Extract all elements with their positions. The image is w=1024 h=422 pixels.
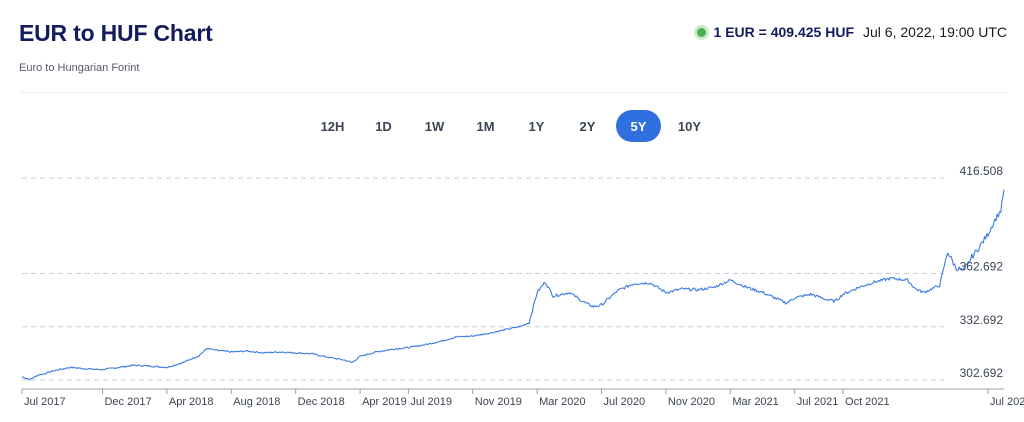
- rate-value: 1 EUR = 409.425 HUF: [713, 24, 855, 40]
- y-tick-label: 302.692: [960, 366, 1004, 380]
- x-tick-label: Oct 2021: [845, 396, 890, 408]
- series-line-eur-huf: [21, 189, 1005, 381]
- x-tick-label: Jul 2022: [990, 396, 1024, 408]
- range-button-5y[interactable]: 5Y: [616, 110, 661, 142]
- x-tick-label: Apr 2019: [362, 396, 407, 408]
- x-tick-label: Mar 2020: [539, 396, 585, 408]
- x-tick-label: Jul 2021: [797, 396, 839, 408]
- x-tick-label: Mar 2021: [732, 396, 778, 408]
- range-button-1y[interactable]: 1Y: [514, 110, 559, 142]
- range-button-10y[interactable]: 10Y: [667, 110, 712, 142]
- range-button-1w[interactable]: 1W: [412, 110, 457, 142]
- x-tick-label: Jul 2017: [24, 396, 66, 408]
- range-button-2y[interactable]: 2Y: [565, 110, 610, 142]
- range-button-1d[interactable]: 1D: [361, 110, 406, 142]
- live-status-dot-icon: [696, 27, 706, 37]
- x-tick-label: Aug 2018: [233, 396, 280, 408]
- y-tick-label: 362.692: [960, 260, 1004, 274]
- x-tick-label: Nov 2020: [668, 396, 715, 408]
- y-tick-label: 416.508: [960, 164, 1004, 178]
- x-tick-label: Apr 2018: [169, 396, 214, 408]
- y-tick-label: 332.692: [960, 313, 1004, 327]
- range-button-12h[interactable]: 12H: [310, 110, 355, 142]
- page-title: EUR to HUF Chart: [19, 20, 213, 46]
- page-subtitle: Euro to Hungarian Forint: [19, 62, 140, 74]
- range-button-1m[interactable]: 1M: [463, 110, 508, 142]
- rate-timestamp: Jul 6, 2022, 19:00 UTC: [863, 24, 1007, 40]
- x-tick-label: Jul 2019: [410, 396, 452, 408]
- x-tick-label: Jul 2020: [604, 396, 646, 408]
- x-tick-label: Dec 2018: [298, 396, 345, 408]
- time-range-selector: 12H 1D 1W 1M 1Y 2Y 5Y 10Y: [310, 110, 712, 142]
- current-rate: 1 EUR = 409.425 HUF Jul 6, 2022, 19:00 U…: [696, 24, 1007, 40]
- x-tick-label: Dec 2017: [104, 396, 151, 408]
- header-divider: [19, 92, 1007, 93]
- x-tick-label: Nov 2019: [475, 396, 522, 408]
